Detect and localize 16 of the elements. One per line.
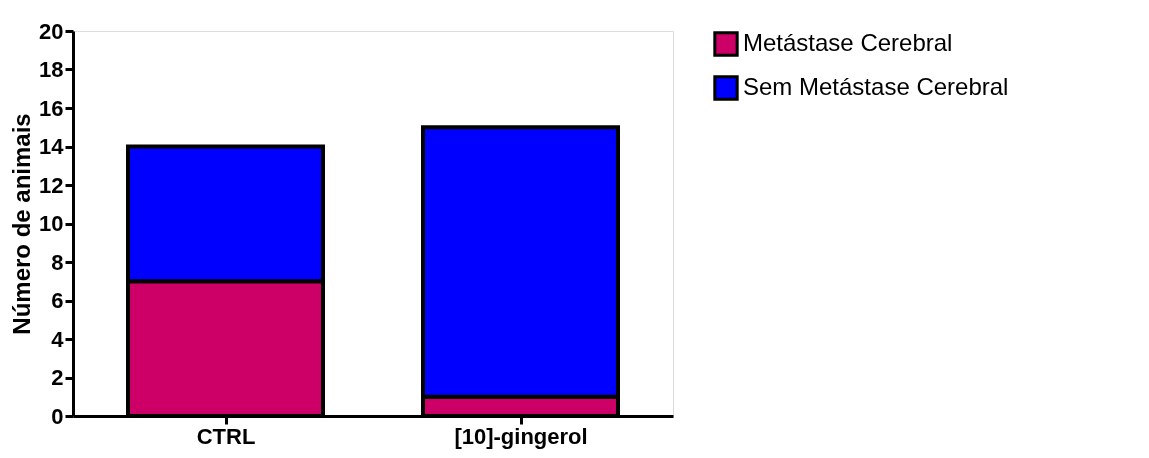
- legend-label: Sem Metástase Cerebral: [743, 73, 1009, 100]
- y-tick-label: 8: [51, 249, 64, 275]
- y-tick-label: 0: [51, 403, 64, 429]
- y-tick-label: 4: [51, 326, 65, 352]
- y-tick-label: 18: [39, 57, 64, 82]
- y-tick-label: 2: [51, 365, 64, 390]
- y-tick-label: 16: [39, 95, 64, 121]
- y-axis-title: Número de animais: [8, 113, 36, 335]
- y-tick-label: 20: [39, 18, 64, 44]
- x-tick-label: [10]-gingerol: [454, 423, 588, 449]
- legend-label: Metástase Cerebral: [743, 29, 953, 56]
- y-tick-label: 10: [39, 211, 64, 236]
- y-tick-label: 14: [39, 134, 65, 159]
- x-tick-label: CTRL: [196, 423, 256, 449]
- y-tick-label: 12: [39, 172, 64, 198]
- y-tick-label: 6: [51, 288, 64, 313]
